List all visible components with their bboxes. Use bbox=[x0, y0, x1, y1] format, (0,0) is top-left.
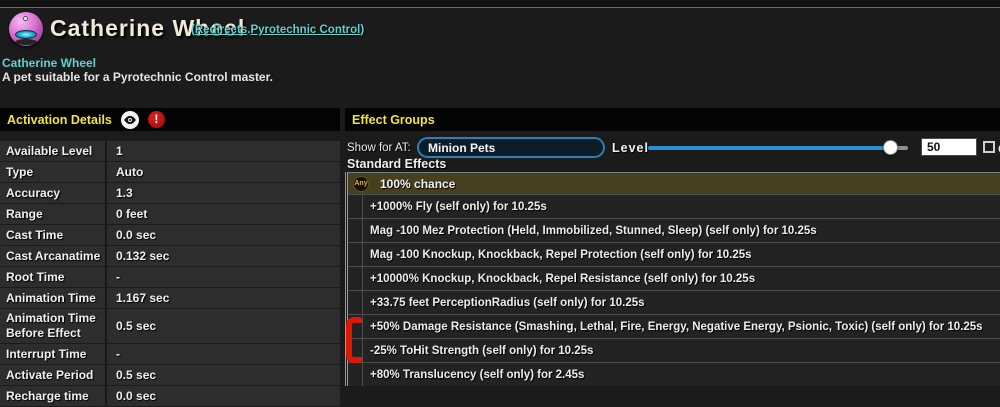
activation-row-value: 1.3 bbox=[116, 186, 133, 200]
level-slider-track-filled[interactable] bbox=[648, 146, 890, 150]
activation-row-value: 1 bbox=[116, 144, 123, 158]
activation-row: Interrupt Time - bbox=[0, 344, 340, 364]
visibility-icon[interactable] bbox=[120, 110, 139, 129]
activation-row-label: Root Time bbox=[0, 267, 107, 287]
effect-row-text: +80% Translucency (self only) for 2.45s bbox=[370, 368, 585, 381]
effect-row-gutter bbox=[348, 219, 363, 242]
level-slider-track-rest[interactable] bbox=[890, 146, 908, 150]
effect-row-text: +50% Damage Resistance (Smashing, Lethal… bbox=[370, 320, 983, 333]
activation-row-label: Activate Period bbox=[0, 365, 107, 385]
top-bar bbox=[0, 0, 1000, 8]
effect-groups-title: Effect Groups bbox=[352, 112, 435, 127]
standard-effects-label: Standard Effects bbox=[347, 157, 447, 171]
activation-details-header: Activation Details ! bbox=[0, 108, 340, 131]
activation-row: Cast Time 0.0 sec bbox=[0, 225, 340, 245]
activation-row-value: - bbox=[116, 347, 120, 361]
fountain-spark-icon bbox=[23, 16, 28, 21]
activation-row: Range 0 feet bbox=[0, 204, 340, 224]
activation-row-value: 0.0 sec bbox=[116, 228, 157, 242]
pyrotechnic-control-link[interactable]: Pyrotechnic Control bbox=[250, 24, 361, 36]
effect-row-gutter bbox=[348, 267, 363, 290]
checkbox-label-partial: C bbox=[998, 142, 1000, 156]
activation-row: Accuracy 1.3 bbox=[0, 183, 340, 203]
activation-row: Available Level 1 bbox=[0, 141, 340, 161]
activation-row-label: Cast Arcanatime bbox=[0, 246, 107, 266]
standard-effects-table: Any 100% chance +1000% Fly (self only) f… bbox=[345, 172, 1000, 386]
activation-row-label: Interrupt Time bbox=[0, 344, 107, 364]
effect-row: Mag -100 Knockup, Knockback, Repel Prote… bbox=[348, 242, 1000, 266]
activation-row-label: Animation Time Before Effect bbox=[0, 309, 107, 343]
activation-row-value: 0.5 sec bbox=[116, 368, 157, 382]
effect-row-gutter bbox=[348, 243, 363, 266]
redirects-link[interactable]: Redirects bbox=[194, 24, 248, 36]
activation-row-value: 0.132 sec bbox=[116, 249, 170, 263]
effect-row-gutter bbox=[348, 363, 363, 386]
activation-row-label: Cast Time bbox=[0, 225, 107, 245]
page-title: Catherine Wheel bbox=[50, 15, 246, 41]
activation-row: Root Time - bbox=[0, 267, 340, 287]
effect-row: -25% ToHit Strength (self only) for 10.2… bbox=[348, 338, 1000, 362]
redirect-close-paren: ) bbox=[360, 24, 365, 36]
effect-row-gutter bbox=[348, 315, 363, 338]
level-input[interactable] bbox=[921, 138, 977, 156]
activation-row: Type Auto bbox=[0, 162, 340, 182]
activation-row-value: 1.167 sec bbox=[116, 291, 170, 305]
activation-row: Animation Time Before Effect 0.5 sec bbox=[0, 309, 340, 343]
activation-row-label: Available Level bbox=[0, 141, 107, 161]
activation-row-label: Animation Time bbox=[0, 288, 107, 308]
power-icon-base bbox=[15, 39, 37, 45]
activation-row-label: Range bbox=[0, 204, 107, 224]
redirect-open-paren: ( bbox=[191, 24, 195, 36]
any-badge-icon: Any bbox=[353, 175, 369, 192]
level-slider-knob[interactable] bbox=[883, 140, 898, 155]
effect-group-chance: 100% chance bbox=[380, 176, 456, 191]
effect-row-text: +10000% Knockup, Knockback, Repel Resist… bbox=[370, 272, 756, 285]
activation-row: Activate Period 0.5 sec bbox=[0, 365, 340, 385]
activation-row: Animation Time 1.167 sec bbox=[0, 288, 340, 308]
power-description: A pet suitable for a Pyrotechnic Control… bbox=[2, 70, 273, 84]
effects-checkbox[interactable] bbox=[983, 141, 995, 153]
effect-groups-header: Effect Groups bbox=[345, 108, 1000, 131]
effect-row: +1000% Fly (self only) for 10.25s bbox=[348, 194, 1000, 218]
show-for-at-label: Show for AT: bbox=[347, 142, 411, 154]
effect-row: +80% Translucency (self only) for 2.45s bbox=[348, 362, 1000, 386]
effect-row: Mag -100 Mez Protection (Held, Immobiliz… bbox=[348, 218, 1000, 242]
effect-group-row: Any 100% chance bbox=[348, 172, 1000, 194]
effect-row: +50% Damage Resistance (Smashing, Lethal… bbox=[348, 314, 1000, 338]
effect-row-text: -25% ToHit Strength (self only) for 10.2… bbox=[370, 344, 594, 357]
effect-row-gutter bbox=[348, 195, 363, 218]
redirect-separator: . bbox=[247, 24, 251, 36]
effect-row-text: +33.75 feet PerceptionRadius (self only)… bbox=[370, 296, 645, 309]
activation-row: Recharge time 0.0 sec bbox=[0, 386, 340, 406]
activation-row-value: 0.5 sec bbox=[116, 319, 157, 333]
alert-icon[interactable]: ! bbox=[147, 111, 165, 128]
effect-row-gutter bbox=[348, 339, 363, 362]
level-label: Level bbox=[612, 141, 649, 155]
effect-row-text: Mag -100 Knockup, Knockback, Repel Prote… bbox=[370, 248, 752, 261]
activation-row-value: 0.0 sec bbox=[116, 389, 157, 403]
power-icon bbox=[9, 12, 43, 46]
activation-row-label: Recharge time bbox=[0, 386, 107, 406]
effect-row-text: +1000% Fly (self only) for 10.25s bbox=[370, 200, 547, 213]
activation-details-title: Activation Details bbox=[7, 112, 112, 127]
activation-row: Cast Arcanatime 0.132 sec bbox=[0, 246, 340, 266]
activation-row-label: Accuracy bbox=[0, 183, 107, 203]
power-name-subtitle: Catherine Wheel bbox=[2, 56, 97, 70]
activation-details-table: Available Level 1 Type Auto Accuracy 1.3… bbox=[0, 141, 340, 407]
redirect-links: (Redirects.Pyrotechnic Control) bbox=[191, 24, 364, 36]
activation-row-value: 0 feet bbox=[116, 207, 148, 221]
activation-row-label: Type bbox=[0, 162, 107, 182]
effect-row-text: Mag -100 Mez Protection (Held, Immobiliz… bbox=[370, 224, 817, 237]
effect-row: +10000% Knockup, Knockback, Repel Resist… bbox=[348, 266, 1000, 290]
effect-row-gutter bbox=[348, 291, 363, 314]
activation-row-value: Auto bbox=[116, 165, 144, 179]
effect-row: +33.75 feet PerceptionRadius (self only)… bbox=[348, 290, 1000, 314]
fountain-icon bbox=[15, 30, 37, 39]
activation-row-value: - bbox=[116, 270, 120, 284]
archetype-select[interactable] bbox=[417, 137, 605, 158]
